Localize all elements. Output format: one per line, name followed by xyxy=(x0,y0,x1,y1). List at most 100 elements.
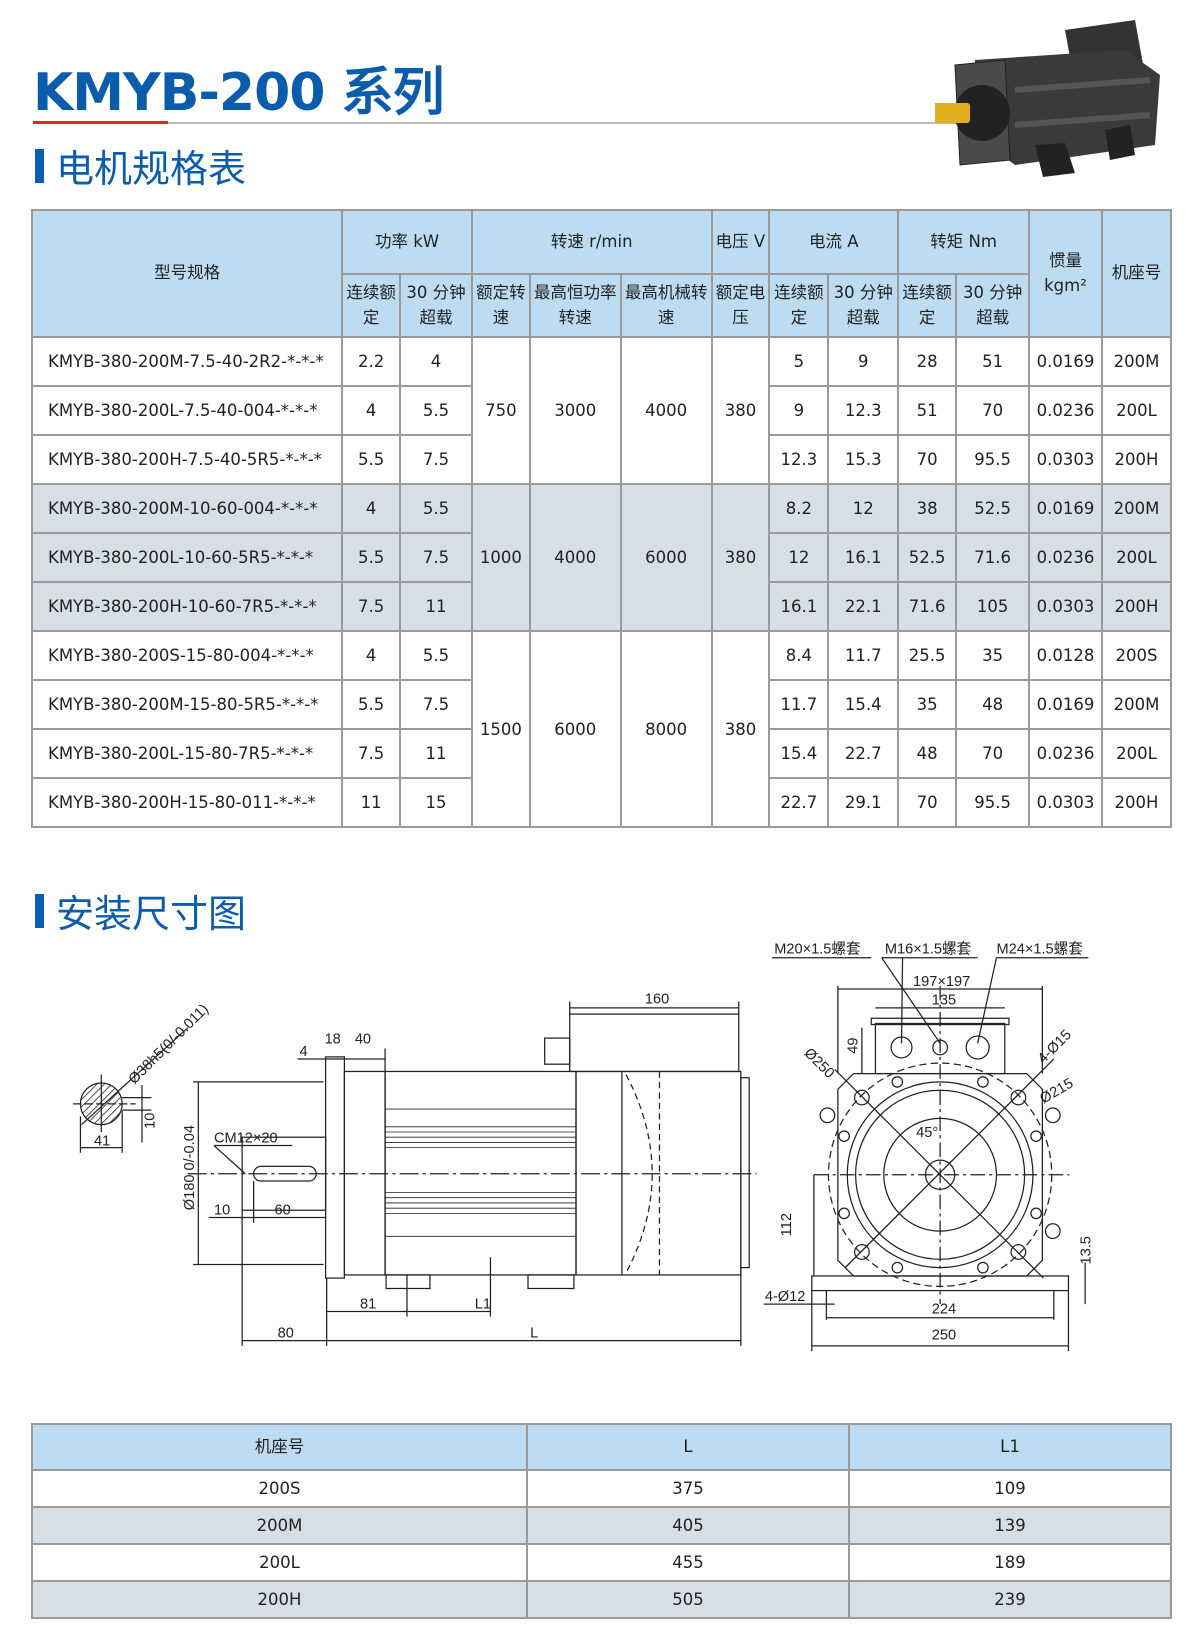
table-row: KMYB-380-200H-15-80-011-*-*-* 11 15 22.7 29.… xyxy=(30,777,1173,828)
cell: 139 xyxy=(847,1506,1173,1545)
cell-torque-30: 51 xyxy=(955,336,1031,387)
col-L: L xyxy=(526,1423,850,1471)
cell-frame: 200L xyxy=(1100,385,1173,436)
cell-max-speed: 6000 xyxy=(619,483,713,632)
table-row: 200M 405 139 xyxy=(31,1506,1173,1545)
cell-current-30: 12 xyxy=(827,483,900,534)
col-voltage: 电压 V xyxy=(710,209,771,275)
table-row: KMYB-380-200L-7.5-40-004-*-*-* 4 5.5 9 12.3 5… xyxy=(30,385,1173,436)
col-torque: 转矩 Nm xyxy=(897,209,1031,275)
cell-current-cont: 5 xyxy=(768,336,830,387)
label-cm: CM12×20 xyxy=(214,1130,278,1146)
cell-const-power-speed: 4000 xyxy=(528,483,622,632)
col-inertia: 惯量 kgm² xyxy=(1028,209,1103,338)
cell-current-30: 22.1 xyxy=(827,581,900,632)
section-spec-heading: 电机规格表 xyxy=(35,138,246,193)
cell-model: KMYB-380-200S-15-80-004-*-*-* xyxy=(30,630,344,681)
cell-power-cont: 4 xyxy=(341,630,402,681)
cell-frame: 200H xyxy=(1100,581,1173,632)
cell-inertia: 0.0169 xyxy=(1028,483,1103,534)
cell: 375 xyxy=(526,1469,850,1508)
label-key-offset: 10 xyxy=(214,1202,230,1218)
cell-torque-cont: 52.5 xyxy=(897,532,958,583)
label-d215: Ø215 xyxy=(1037,1076,1076,1108)
cell-torque-30: 95.5 xyxy=(955,434,1031,485)
label-45deg: 45° xyxy=(916,1125,938,1141)
cell-power-30: 15 xyxy=(399,777,473,828)
cell-model: KMYB-380-200H-10-60-7R5-*-*-* xyxy=(30,581,344,632)
label-4-d15: 4-Ø15 xyxy=(1035,1027,1075,1067)
dimensions-table: 机座号 L L1 200S 375 109 200M 405 139 200L 455 189 200… xyxy=(31,1423,1173,1619)
col-power: 功率 kW xyxy=(341,209,473,275)
subheader: 最高恒功率转速 xyxy=(528,273,622,338)
cell-current-30: 29.1 xyxy=(827,777,900,828)
cell-model: KMYB-380-200H-15-80-011-*-*-* xyxy=(30,777,344,828)
cell-power-cont: 5.5 xyxy=(341,679,402,730)
cell: 455 xyxy=(526,1543,850,1582)
section-install-heading: 安装尺寸图 xyxy=(35,883,246,938)
cell-voltage: 380 xyxy=(710,483,771,632)
cell: 200L xyxy=(31,1543,528,1582)
cell-power-cont: 4 xyxy=(341,483,402,534)
table-row: 200S 375 109 xyxy=(31,1469,1173,1508)
cell-current-30: 15.4 xyxy=(827,679,900,730)
cell-torque-cont: 71.6 xyxy=(897,581,958,632)
subheader: 30 分钟超载 xyxy=(955,273,1031,338)
cell: 200H xyxy=(31,1580,528,1619)
cell-current-cont: 11.7 xyxy=(768,679,830,730)
label-4-d12: 4-Ø12 xyxy=(765,1289,806,1305)
cell-current-cont: 9 xyxy=(768,385,830,436)
subheader: 30 分钟超载 xyxy=(399,273,473,338)
subheader: 最高机械转速 xyxy=(619,273,713,338)
label-4: 4 xyxy=(300,1044,308,1060)
col-frame: 机座号 xyxy=(1100,209,1173,338)
label-m20: M20×1.5螺套 xyxy=(774,941,861,958)
label-81: 81 xyxy=(360,1296,376,1312)
cell-current-cont: 22.7 xyxy=(768,777,830,828)
cell-current-30: 16.1 xyxy=(827,532,900,583)
table-row: 200H 505 239 xyxy=(31,1580,1173,1619)
label-shaft-width: 41 xyxy=(94,1134,110,1150)
cell: 239 xyxy=(847,1580,1173,1619)
cell-const-power-speed: 3000 xyxy=(528,336,622,485)
cell-power-cont: 4 xyxy=(341,385,402,436)
cell-frame: 200H xyxy=(1100,434,1173,485)
cell-frame: 200M xyxy=(1100,679,1173,730)
cell: 109 xyxy=(847,1469,1173,1508)
subheader: 连续额定 xyxy=(897,273,958,338)
cell-inertia: 0.0236 xyxy=(1028,728,1103,779)
cell: 200M xyxy=(31,1506,528,1545)
end-view xyxy=(763,957,1089,1352)
table-row: KMYB-380-200L-10-60-5R5-*-*-* 5.5 7.5 12 16.… xyxy=(30,532,1173,583)
cell-power-cont: 7.5 xyxy=(341,728,402,779)
cell-torque-cont: 48 xyxy=(897,728,958,779)
dimension-labels: Ø38h5(0/-0.011) 10 41 CM12×20 Ø180 0/-0.… xyxy=(94,941,1094,1344)
label-80: 80 xyxy=(278,1326,294,1342)
cell-torque-30: 35 xyxy=(955,630,1031,681)
cell-torque-30: 105 xyxy=(955,581,1031,632)
label-d180: Ø180 0/-0.04 xyxy=(182,1125,198,1210)
cell-power-cont: 11 xyxy=(341,777,402,828)
side-view xyxy=(187,1001,757,1346)
col-current: 电流 A xyxy=(768,209,900,275)
col-speed: 转速 r/min xyxy=(470,209,713,275)
cell-torque-30: 52.5 xyxy=(955,483,1031,534)
cell-power-30: 7.5 xyxy=(399,532,473,583)
label-m24: M24×1.5螺套 xyxy=(996,941,1083,958)
cell-current-30: 22.7 xyxy=(827,728,900,779)
spec-table: 型号规格 功率 kW 转速 r/min 电压 V 电流 A 转矩 Nm 惯量 k… xyxy=(30,209,1173,828)
section-title: 电机规格表 xyxy=(56,147,247,191)
cell-inertia: 0.0303 xyxy=(1028,777,1103,828)
table-row: 200L 455 189 xyxy=(31,1543,1173,1582)
table-row: KMYB-380-200M-10-60-004-*-*-* 4 5.5 1000 400… xyxy=(30,483,1173,632)
cell-power-cont: 7.5 xyxy=(341,581,402,632)
label-250: 250 xyxy=(932,1328,956,1344)
col-model: 型号规格 xyxy=(30,209,344,338)
label-L1: L1 xyxy=(475,1296,491,1312)
cell-power-cont: 2.2 xyxy=(341,336,402,387)
heading-bar xyxy=(35,148,44,183)
label-160: 160 xyxy=(645,992,669,1008)
cell-inertia: 0.0128 xyxy=(1028,630,1103,681)
cell-rated-speed: 1000 xyxy=(470,483,531,632)
cell-frame: 200L xyxy=(1100,532,1173,583)
